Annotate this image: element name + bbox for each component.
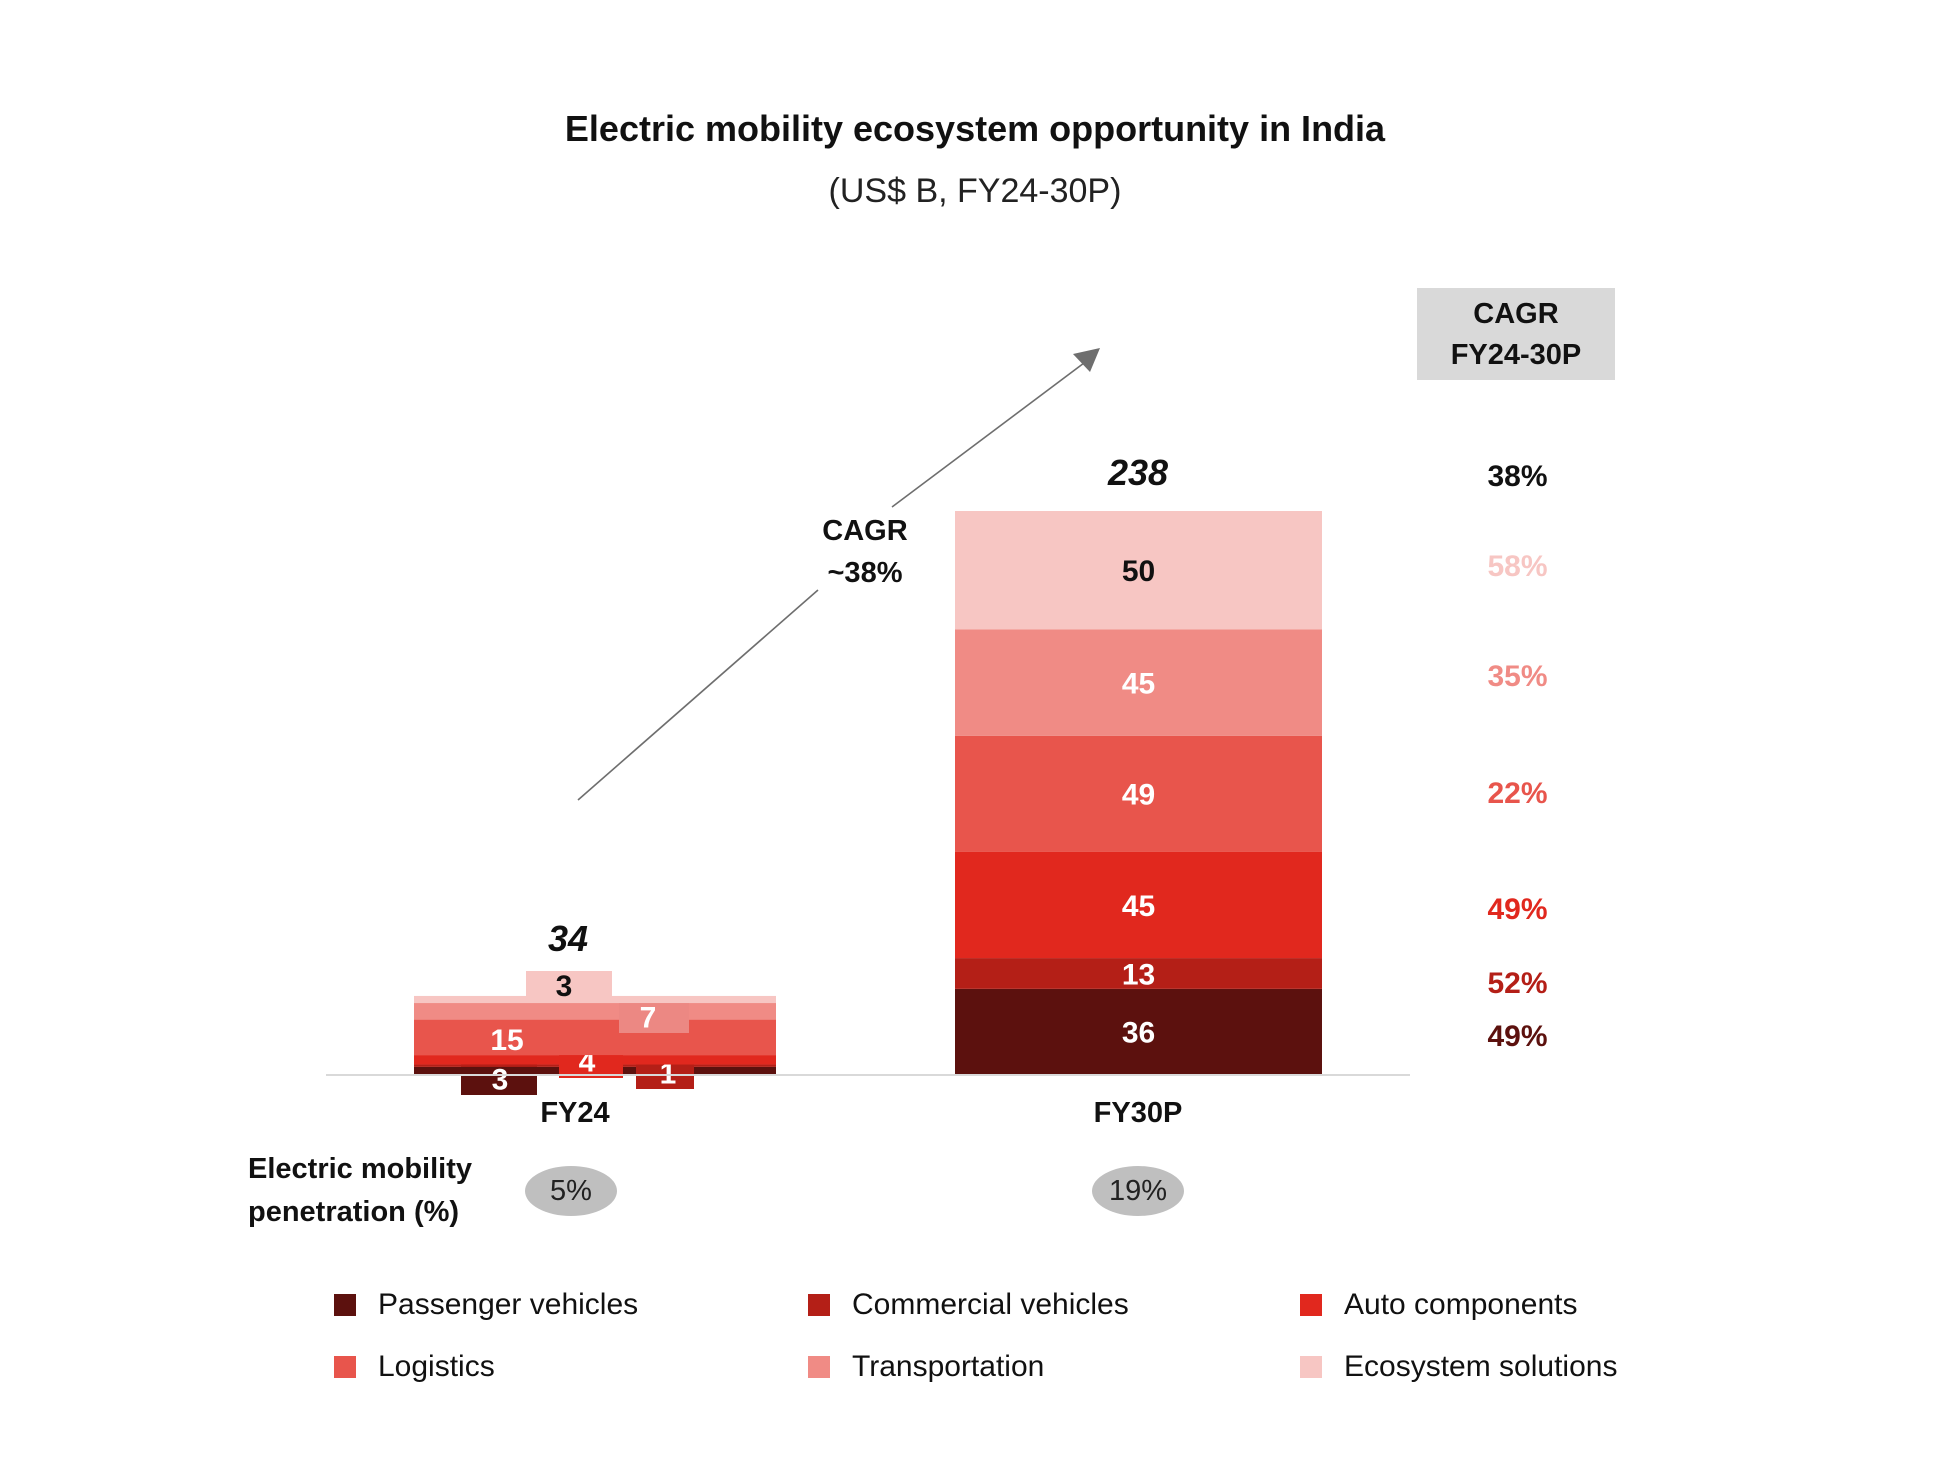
data-label-fy24-logistics: 15	[490, 1024, 523, 1057]
legend-item-logistics: Logistics	[334, 1350, 495, 1384]
legend-label: Passenger vehicles	[378, 1288, 639, 1321]
cagr-arrow-line-upper	[891, 359, 1089, 508]
legend-item-commercial-vehicles: Commercial vehicles	[808, 1288, 1129, 1322]
cagr-auto-components: 49%	[1487, 893, 1548, 926]
cagr-annotation: CAGR ~38%	[800, 510, 930, 594]
legend-item-ecosystem-solutions: Ecosystem solutions	[1300, 1350, 1617, 1384]
data-label-fy24-ecosystem-solutions: 3	[556, 970, 573, 1003]
cagr-arrow-head	[1073, 348, 1100, 372]
data-label-fy30p-transportation: 45	[1122, 668, 1155, 701]
label-box-fy24-passenger-vehicles	[461, 1062, 537, 1095]
cagr-passenger-vehicles: 49%	[1487, 1020, 1548, 1053]
data-label-fy24-transportation: 7	[640, 1002, 657, 1035]
legend-swatch	[1300, 1356, 1322, 1378]
legend-label: Ecosystem solutions	[1344, 1350, 1618, 1383]
bar-segment-fy30p-passenger-vehicles	[955, 988, 1322, 1074]
cagr-header-line1: CAGR	[1473, 298, 1559, 330]
cagr-transportation: 35%	[1487, 660, 1548, 693]
label-box-fy24-ecosystem-solutions	[526, 971, 612, 999]
category-label-fy24: FY24	[540, 1097, 610, 1129]
penetration-label-line1: Electric mobility	[248, 1153, 473, 1185]
cagr-annotation-line2: ~38%	[827, 557, 903, 589]
bar-segment-fy30p-ecosystem-solutions	[955, 511, 1322, 630]
bar-segment-fy30p-transportation	[955, 629, 1322, 736]
legend-item-transportation: Transportation	[808, 1350, 1044, 1384]
total-label-fy30p: 238	[1107, 452, 1169, 493]
bar-segment-fy30p-auto-components	[955, 851, 1322, 959]
data-label-fy24-passenger-vehicles: 3	[492, 1064, 509, 1097]
cagr-ecosystem-solutions: 58%	[1487, 550, 1548, 583]
chart-title: Electric mobility ecosystem opportunity …	[564, 108, 1386, 149]
bar-segment-fy30p-logistics	[955, 735, 1322, 852]
penetration-label: Electric mobility penetration (%)	[248, 1148, 472, 1234]
penetration-badge-fy30p: 19%	[1092, 1166, 1184, 1216]
cagr-arrow-line-lower	[577, 589, 819, 801]
cagr-total: 38%	[1487, 460, 1548, 493]
bar-segment-fy24-ecosystem-solutions	[414, 995, 776, 1004]
data-label-fy30p-commercial-vehicles: 13	[1122, 958, 1155, 991]
category-label-fy30p: FY30P	[1093, 1097, 1183, 1129]
legend-label: Transportation	[852, 1350, 1045, 1383]
cagr-header: CAGR FY24-30P	[1417, 288, 1615, 380]
legend-item-auto-components: Auto components	[1300, 1288, 1577, 1322]
data-label-fy30p-passenger-vehicles: 36	[1122, 1016, 1155, 1049]
cagr-commercial-vehicles: 52%	[1487, 967, 1548, 1000]
penetration-badge-fy24: 5%	[525, 1166, 617, 1216]
cagr-annotation-line1: CAGR	[822, 515, 908, 547]
legend-swatch	[808, 1356, 830, 1378]
data-label-fy30p-auto-components: 45	[1122, 890, 1155, 923]
legend-swatch	[334, 1294, 356, 1316]
cagr-header-line2: FY24-30P	[1450, 339, 1582, 371]
legend-label: Auto components	[1344, 1288, 1578, 1321]
legend-label: Logistics	[378, 1350, 495, 1383]
cagr-logistics: 22%	[1487, 777, 1548, 810]
legend-swatch	[334, 1356, 356, 1378]
data-label-fy30p-ecosystem-solutions: 50	[1122, 555, 1155, 588]
penetration-label-line2: penetration (%)	[248, 1196, 460, 1228]
bar-segment-fy24-logistics	[414, 1019, 776, 1056]
label-box-fy24-transportation	[619, 1000, 689, 1033]
cagr-arrow	[577, 348, 1100, 801]
bar-segment-fy24-transportation	[414, 1003, 776, 1020]
chart-subtitle: (US$ B, FY24-30P)	[828, 172, 1122, 210]
legend-swatch	[1300, 1294, 1322, 1316]
total-label-fy24: 34	[547, 918, 589, 959]
legend-label: Commercial vehicles	[852, 1288, 1129, 1321]
data-label-fy30p-logistics: 49	[1122, 779, 1155, 812]
legend-item-passenger-vehicles: Passenger vehicles	[334, 1288, 638, 1322]
legend-swatch	[808, 1294, 830, 1316]
bar-segment-fy30p-commercial-vehicles	[955, 958, 1322, 989]
